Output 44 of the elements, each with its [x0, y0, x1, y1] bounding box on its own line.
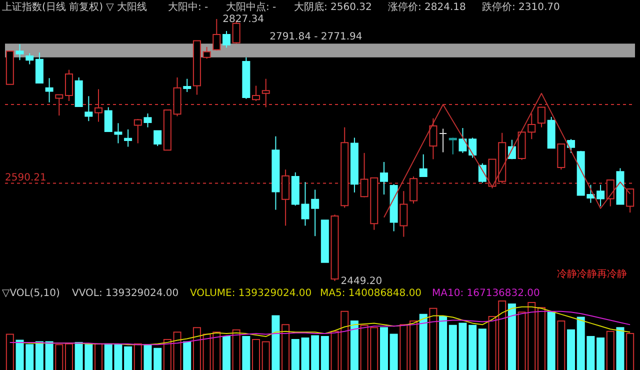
- band-label: 2791.84 - 2771.94: [270, 32, 362, 43]
- text: 大阴底: 2560.32: [294, 1, 372, 13]
- candlestick: [419, 154, 428, 178]
- annotation: 2449.20: [340, 276, 382, 287]
- text: VOLUME: 139329024.00: [190, 288, 312, 299]
- candlestick: [45, 78, 54, 103]
- candlestick: [16, 44, 24, 61]
- candlestick: [468, 137, 477, 158]
- candlestick: [84, 96, 93, 122]
- candlestick: [596, 184, 605, 207]
- text: VVOL: 139329024.00: [72, 288, 179, 299]
- candlestick: [557, 143, 566, 170]
- candlestick: [183, 78, 192, 92]
- chart-title: ▽VOL(5,10): [2, 288, 60, 299]
- candlestick: [64, 69, 73, 102]
- candlestick: [212, 18, 221, 51]
- candlestick: [567, 138, 576, 154]
- series-label: MA10: 167136832.00: [432, 288, 540, 299]
- candlestick: [626, 188, 634, 214]
- candlestick: [134, 118, 142, 144]
- candlestick: [26, 52, 34, 65]
- series-label: MA5: 140086848.00: [320, 288, 422, 299]
- text: 涨停价: 2824.18: [388, 1, 466, 13]
- annotation: 2827.34: [222, 14, 264, 25]
- candlestick: [400, 190, 408, 238]
- candlestick: [439, 128, 448, 153]
- candlestick: [448, 137, 457, 155]
- candlestick: [458, 128, 467, 154]
- candlestick: [124, 128, 132, 148]
- text: 大阳中: -: [168, 1, 209, 13]
- candlestick: [144, 112, 152, 128]
- candlestick: [222, 30, 230, 48]
- candlestick: [380, 161, 388, 196]
- candlestick: [252, 85, 260, 102]
- ref-line-label: 2590.21: [5, 172, 46, 184]
- candlestick: [35, 52, 44, 84]
- text: 大阳中点: -: [226, 1, 277, 13]
- text: 跌停价: 2310.70: [482, 1, 560, 13]
- annotation: 冷静冷静再冷静: [557, 268, 627, 280]
- candlestick: [154, 130, 162, 147]
- candlestick: [429, 118, 438, 160]
- chart-title: 上证指数(日线 前复权) ▽ 大阳线: [2, 1, 148, 13]
- candlestick: [311, 189, 320, 237]
- candlestick: [202, 46, 211, 60]
